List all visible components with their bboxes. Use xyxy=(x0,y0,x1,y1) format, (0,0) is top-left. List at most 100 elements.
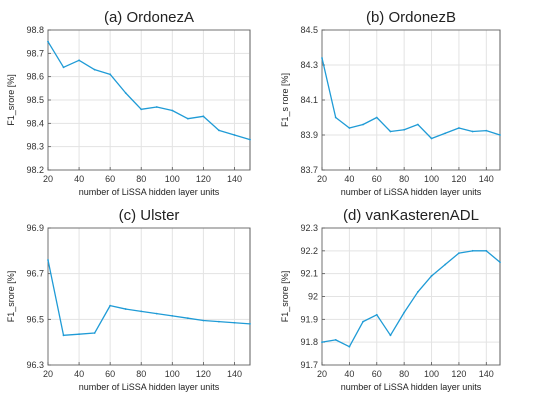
data-point xyxy=(389,334,392,337)
data-point xyxy=(389,130,392,133)
x-tick-label: 80 xyxy=(136,369,146,379)
data-point xyxy=(186,117,189,120)
x-tick-label: 80 xyxy=(399,174,409,184)
y-tick-label: 98.2 xyxy=(26,165,44,175)
axes-frame xyxy=(47,227,251,366)
series-line xyxy=(47,259,251,336)
x-tick-label: 140 xyxy=(479,174,494,184)
data-point xyxy=(375,313,378,316)
data-point xyxy=(140,310,143,313)
chart-panel-1: 20 40 60 80 100 120 140 98.2 98.3 98.4 98.5 98.6 98.… xyxy=(6,9,251,197)
data-point xyxy=(403,311,406,314)
y-tick-label: 98.5 xyxy=(26,95,44,105)
y-tick-label: 83.7 xyxy=(300,165,318,175)
x-tick-label: 20 xyxy=(43,369,53,379)
data-point xyxy=(93,68,96,71)
x-axis-label: number of LiSSA hidden layer units xyxy=(341,382,482,392)
y-tick-label: 98.3 xyxy=(26,142,44,152)
y-tick-label: 98.8 xyxy=(26,25,44,35)
x-tick-label: 60 xyxy=(105,174,115,184)
x-tick-label: 100 xyxy=(424,174,439,184)
data-point xyxy=(375,116,378,119)
data-point xyxy=(321,57,323,59)
data-point xyxy=(485,249,488,252)
data-point xyxy=(140,108,143,111)
y-tick-label: 84.3 xyxy=(300,60,318,70)
data-point xyxy=(124,92,127,94)
chart-panel-3: 20 40 60 80 100 120 140 96.3 96.5 96.7 96.9 (c) Uls… xyxy=(6,207,251,392)
x-tick-label: 20 xyxy=(317,174,327,184)
series-line xyxy=(321,250,501,348)
data-point xyxy=(416,291,419,293)
data-point xyxy=(202,115,205,118)
x-tick-label: 80 xyxy=(399,369,409,379)
data-point xyxy=(416,123,419,126)
y-tick-label: 84.1 xyxy=(300,95,318,105)
data-point xyxy=(186,317,189,320)
data-point xyxy=(458,252,460,255)
data-point xyxy=(485,129,488,132)
data-point xyxy=(430,275,433,277)
chart-panel-4: 20 40 60 80 100 120 140 91.7 91.8 91.9 92 92.1 92.2 9… xyxy=(280,207,501,392)
x-tick-label: 140 xyxy=(479,369,494,379)
y-axis-label: F1_s rore [%] xyxy=(280,73,290,127)
plot-area xyxy=(47,227,251,366)
x-tick-label: 140 xyxy=(227,369,242,379)
x-tick-label: 100 xyxy=(165,369,180,379)
data-point xyxy=(444,263,447,266)
data-point xyxy=(444,132,447,135)
data-point xyxy=(124,308,127,310)
panel-title: (b) OrdonezB xyxy=(366,9,456,26)
data-point xyxy=(93,332,96,334)
data-point xyxy=(430,137,433,140)
data-point xyxy=(458,127,460,129)
data-point xyxy=(109,73,112,76)
data-point xyxy=(362,320,364,323)
y-axis-label: F1_srore [%] xyxy=(6,74,16,126)
data-point xyxy=(47,40,49,43)
data-point xyxy=(202,319,205,322)
y-tick-label: 91.8 xyxy=(300,337,318,347)
x-tick-label: 100 xyxy=(165,174,180,184)
panel-title: (c) Ulster xyxy=(119,207,180,224)
data-point xyxy=(348,345,351,348)
y-axis-label: F1_srore [%] xyxy=(6,271,16,323)
data-point xyxy=(171,315,174,317)
data-point xyxy=(218,129,220,132)
y-tick-label: 92.1 xyxy=(300,269,318,279)
y-tick-label: 98.6 xyxy=(26,72,44,82)
x-tick-label: 140 xyxy=(227,174,242,184)
data-point xyxy=(47,259,49,261)
y-tick-label: 96.9 xyxy=(26,223,44,233)
y-tick-label: 92.2 xyxy=(300,246,318,256)
data-point xyxy=(334,116,337,119)
panel-title: (d) vanKasterenADL xyxy=(343,207,479,224)
x-tick-label: 120 xyxy=(196,369,211,379)
data-point xyxy=(62,334,65,337)
x-tick-label: 20 xyxy=(317,369,327,379)
y-axis-label: F1_srore [%] xyxy=(280,271,290,323)
x-axis-label: number of LiSSA hidden layer units xyxy=(79,382,220,392)
data-point xyxy=(78,333,80,336)
chart-panel-2: 20 40 60 80 100 120 140 83.7 83.9 84.1 84.3 84.5 (b)… xyxy=(280,9,501,197)
x-axis-label: number of LiSSA hidden layer units xyxy=(341,187,482,197)
data-point xyxy=(334,338,337,341)
x-tick-label: 80 xyxy=(136,174,146,184)
data-point xyxy=(471,249,474,252)
data-point xyxy=(171,109,174,112)
y-tick-label: 83.9 xyxy=(300,130,318,140)
y-tick-label: 92 xyxy=(308,292,318,302)
data-point xyxy=(499,134,501,136)
data-point xyxy=(233,321,236,324)
x-tick-label: 100 xyxy=(424,369,439,379)
data-point xyxy=(62,66,65,69)
data-point xyxy=(249,323,251,325)
y-tick-label: 96.7 xyxy=(26,269,44,279)
y-tick-label: 84.5 xyxy=(300,25,318,35)
data-point xyxy=(155,312,158,315)
y-tick-label: 92.3 xyxy=(300,223,318,233)
data-point xyxy=(78,59,80,62)
y-tick-label: 96.3 xyxy=(26,360,44,370)
x-tick-label: 60 xyxy=(372,174,382,184)
